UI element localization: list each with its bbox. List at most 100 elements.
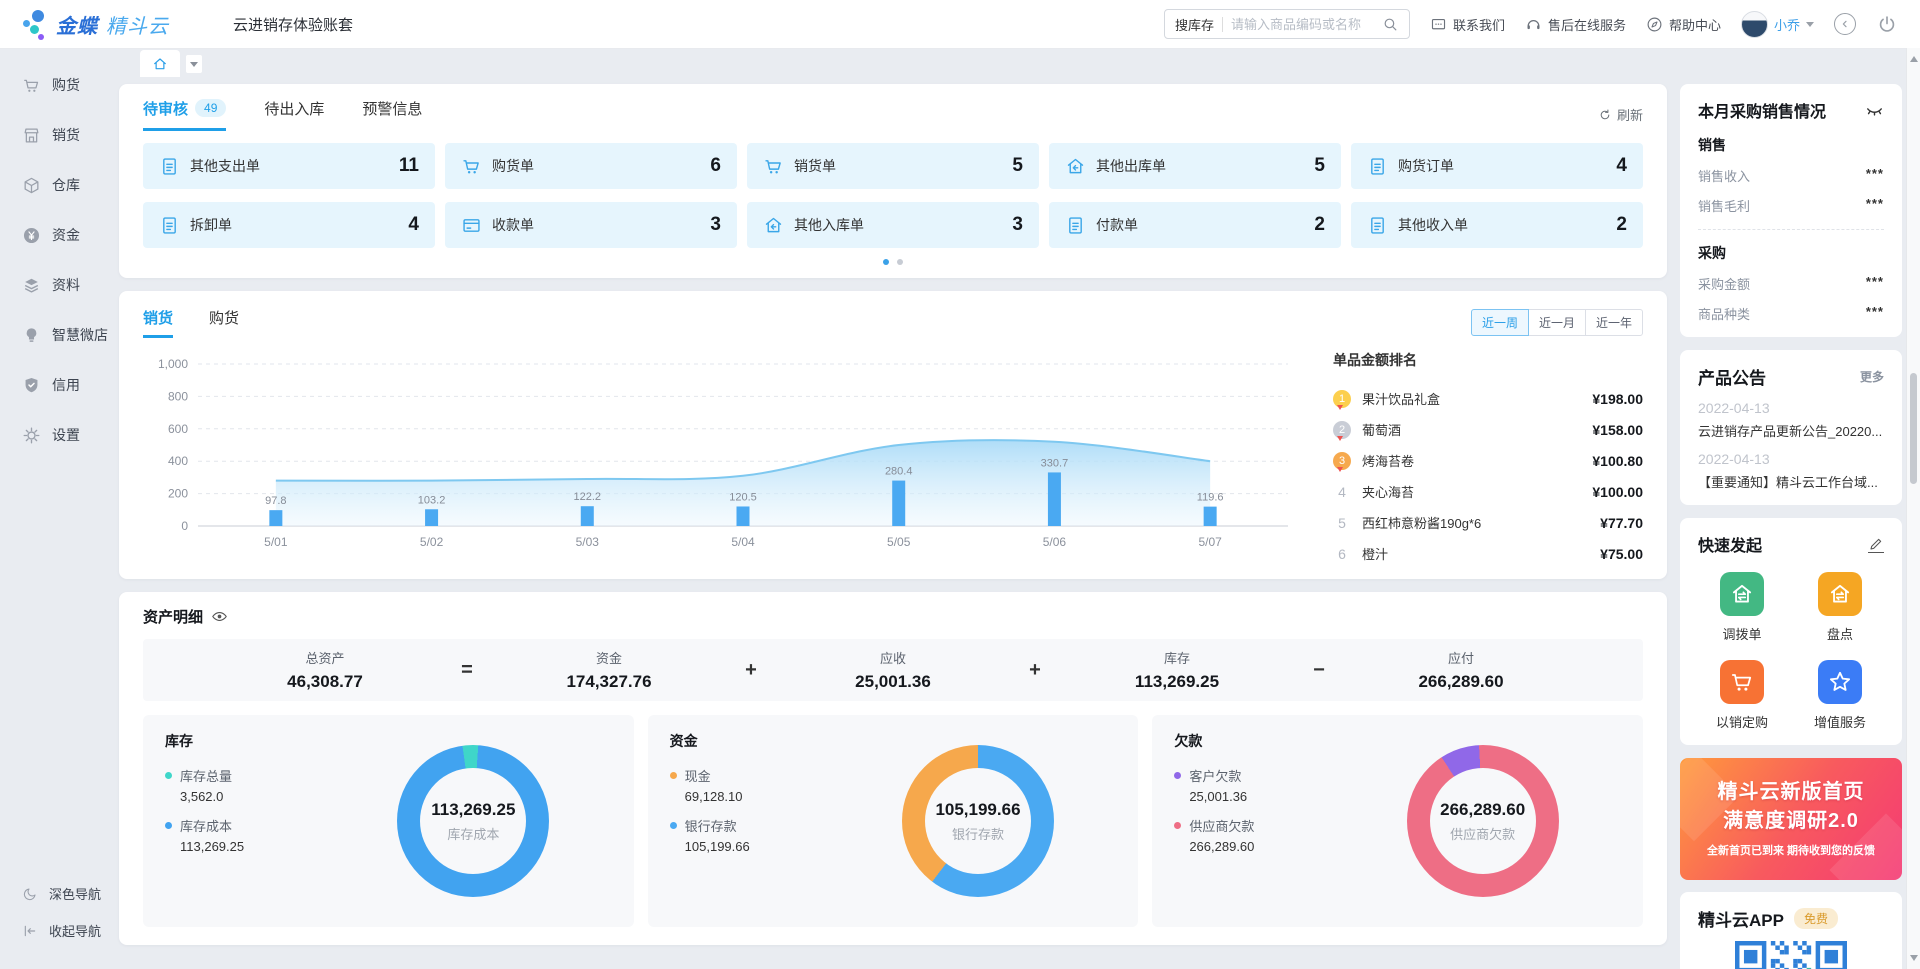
filter-last-week[interactable]: 近一周 bbox=[1471, 309, 1529, 336]
ranking-row[interactable]: 1 果汁饮品礼盒 ¥198.00 bbox=[1333, 383, 1643, 414]
ranking-row[interactable]: 2 葡萄酒 ¥158.00 bbox=[1333, 414, 1643, 445]
quick-launch-item[interactable]: 增值服务 bbox=[1796, 660, 1884, 731]
metric-value-masked: *** bbox=[1866, 166, 1884, 185]
donut-chart: 105,199.66 银行存款 bbox=[902, 745, 1054, 897]
ranking-row[interactable]: 3 烤海苔卷 ¥100.80 bbox=[1333, 445, 1643, 476]
operator-minus: − bbox=[1299, 659, 1339, 682]
assets-panel: 资产明细 总资产 46,308.77 = 资金 174,327.76 + 应收 … bbox=[119, 592, 1667, 945]
help-center-link[interactable]: 帮助中心 bbox=[1646, 15, 1721, 34]
tab-sales-trend[interactable]: 销货 bbox=[143, 307, 173, 338]
edit-quick-launch-button[interactable] bbox=[1868, 535, 1884, 553]
eye-icon[interactable] bbox=[211, 608, 228, 625]
stocktake-icon bbox=[1827, 581, 1853, 607]
formula-label: 库存 bbox=[1055, 648, 1299, 667]
logout-button[interactable] bbox=[1876, 13, 1898, 35]
todo-summary-card[interactable]: 购货订单 4 bbox=[1351, 143, 1643, 189]
refresh-button[interactable]: 刷新 bbox=[1598, 105, 1643, 124]
sidebar-item[interactable]: 仓库 bbox=[0, 160, 119, 210]
formula-label: 资金 bbox=[487, 648, 731, 667]
filter-last-month[interactable]: 近一月 bbox=[1528, 309, 1586, 336]
ranking-row[interactable]: 5 西红柿意粉酱190g*6 ¥77.70 bbox=[1333, 507, 1643, 538]
more-link[interactable]: 更多 bbox=[1860, 368, 1884, 385]
divider bbox=[1698, 229, 1884, 230]
switch-back-button[interactable] bbox=[1834, 13, 1856, 35]
search-scope-selector[interactable]: 搜库存 bbox=[1175, 15, 1214, 34]
quick-launch-item[interactable]: 以销定购 bbox=[1698, 660, 1786, 731]
sidebar-item[interactable]: 资料 bbox=[0, 260, 119, 310]
legend-dot bbox=[165, 822, 172, 829]
ranking-item-amount: ¥77.70 bbox=[1600, 515, 1643, 531]
inventory-search[interactable]: 搜库存 bbox=[1164, 9, 1410, 39]
scroll-down-arrow-icon[interactable] bbox=[1910, 955, 1918, 961]
sidebar-item[interactable]: 设置 bbox=[0, 410, 119, 460]
tab-purchase-trend[interactable]: 购货 bbox=[209, 307, 239, 338]
todo-summary-card[interactable]: 其他出库单 5 bbox=[1049, 143, 1341, 189]
tab-alert-info[interactable]: 预警信息 bbox=[362, 98, 422, 131]
filter-last-year[interactable]: 近一年 bbox=[1585, 309, 1643, 336]
asset-donut-panel: 欠款 客户欠款 25,001.36 供应商欠款 266,289.60 bbox=[1152, 715, 1643, 927]
todo-summary-card[interactable]: 购货单 6 bbox=[445, 143, 737, 189]
contact-us-link[interactable]: 联系我们 bbox=[1430, 15, 1505, 34]
user-menu[interactable]: 小乔 bbox=[1741, 11, 1814, 38]
tab-purchase-label: 购货 bbox=[209, 310, 239, 327]
eye-closed-icon[interactable] bbox=[1865, 101, 1884, 120]
announcement-item[interactable]: 2022-04-13 云进销存产品更新公告_20220... bbox=[1698, 400, 1884, 440]
moon-icon bbox=[22, 886, 38, 902]
sidebar-item-label: 设置 bbox=[52, 425, 80, 445]
todo-card-grid: 其他支出单 11 购货单 6 销货单 5 其他出库单 bbox=[143, 143, 1643, 248]
tab-home[interactable] bbox=[140, 50, 180, 77]
quick-launch-label: 增值服务 bbox=[1814, 712, 1866, 731]
after-sales-service-link[interactable]: 售后在线服务 bbox=[1525, 15, 1626, 34]
page-dot-2[interactable] bbox=[897, 259, 903, 265]
svg-text:280.4: 280.4 bbox=[885, 466, 913, 478]
quick-launch-item[interactable]: 盘点 bbox=[1796, 572, 1884, 643]
kingdee-dots-logo-icon bbox=[22, 8, 48, 40]
search-icon[interactable] bbox=[1382, 16, 1399, 33]
ranking-row[interactable]: 6 橙汁 ¥75.00 bbox=[1333, 538, 1643, 569]
sidebar-item-label: 资金 bbox=[52, 225, 80, 245]
operator-plus: + bbox=[1015, 659, 1055, 682]
quick-launch-item[interactable]: 调拨单 bbox=[1698, 572, 1786, 643]
monthly-summary-card: 本月采购销售情况 销售 销售收入 *** 销售毛利 *** 采购 采购金额 **… bbox=[1680, 84, 1902, 337]
tab-pending-inout[interactable]: 待出入库 bbox=[264, 98, 324, 131]
todo-summary-card[interactable]: 付款单 2 bbox=[1049, 202, 1341, 248]
ranking-item-name: 烤海苔卷 bbox=[1362, 451, 1414, 470]
tab-list-dropdown[interactable] bbox=[186, 55, 202, 73]
sidebar-item-label: 仓库 bbox=[52, 175, 80, 195]
sidebar-item[interactable]: 购货 bbox=[0, 60, 119, 110]
todo-summary-card[interactable]: 其他收入单 2 bbox=[1351, 202, 1643, 248]
search-input[interactable] bbox=[1231, 17, 1374, 32]
sidebar-item[interactable]: 销货 bbox=[0, 110, 119, 160]
rank-medal-icon: 3 bbox=[1333, 452, 1351, 470]
todo-summary-card[interactable]: 销货单 5 bbox=[747, 143, 1039, 189]
page-scrollbar[interactable] bbox=[1906, 48, 1920, 969]
sidebar-item[interactable]: 信用 bbox=[0, 360, 119, 410]
todo-summary-card[interactable]: 拆卸单 4 bbox=[143, 202, 435, 248]
todo-summary-card[interactable]: 其他入库单 3 bbox=[747, 202, 1039, 248]
sidebar-item[interactable]: 资金 bbox=[0, 210, 119, 260]
announcement-item[interactable]: 2022-04-13 【重要通知】精斗云工作台域... bbox=[1698, 451, 1884, 491]
page-dot-1[interactable] bbox=[883, 259, 889, 265]
survey-ad-banner[interactable]: 精斗云新版首页 满意度调研2.0 全新首页已到来 期待收到您的反馈 bbox=[1680, 758, 1902, 880]
tab-pending-approval[interactable]: 待审核49 bbox=[143, 98, 226, 131]
brand-logo[interactable]: 金蝶 精斗云 bbox=[22, 8, 169, 40]
ranking-row[interactable]: 4 夹心海苔 ¥100.00 bbox=[1333, 476, 1643, 507]
order-by-sales-cart-icon bbox=[1729, 669, 1755, 695]
app-header: 金蝶 精斗云 云进销存体验账套 搜库存 联系我们 售后在线服务 帮助中心 小乔 bbox=[0, 0, 1920, 48]
avatar[interactable] bbox=[1741, 11, 1768, 38]
formula-value: 113,269.25 bbox=[1055, 672, 1299, 692]
sidebar-item[interactable]: 智慧微店 bbox=[0, 310, 119, 360]
scroll-up-arrow-icon[interactable] bbox=[1910, 56, 1918, 62]
todo-summary-card[interactable]: 其他支出单 11 bbox=[143, 143, 435, 189]
scrollbar-thumb[interactable] bbox=[1910, 373, 1917, 484]
donut-center-value: 105,199.66 bbox=[935, 800, 1020, 820]
collapse-nav-button[interactable]: 收起导航 bbox=[0, 912, 119, 949]
legend-row: 库存总量 bbox=[165, 766, 335, 785]
todo-summary-card[interactable]: 收款单 3 bbox=[445, 202, 737, 248]
expense-doc-icon bbox=[159, 156, 180, 177]
todo-card-label: 其他出库单 bbox=[1096, 156, 1166, 176]
svg-text:5/04: 5/04 bbox=[731, 535, 755, 549]
caret-down-icon bbox=[190, 62, 198, 67]
dark-nav-toggle[interactable]: 深色导航 bbox=[0, 875, 119, 912]
metric-row: 销售毛利 *** bbox=[1698, 196, 1884, 215]
